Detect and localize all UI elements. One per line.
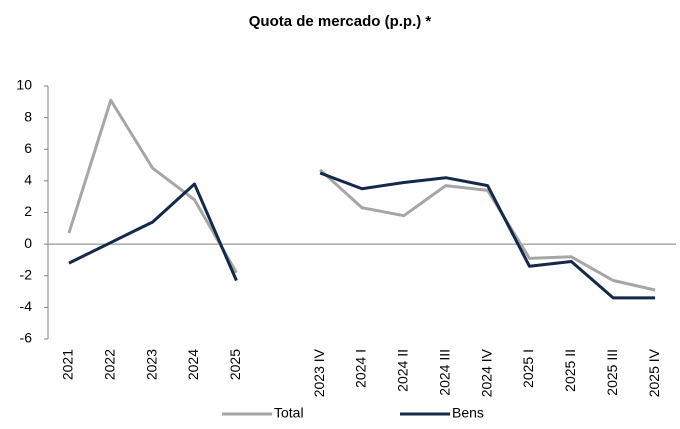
x-tick-label: 2025 III [604,349,620,396]
x-tick-label: 2025 I [520,349,536,388]
y-tick-label: -4 [20,298,33,314]
x-tick-label: 2023 [143,349,159,380]
x-tick-label: 2025 IV [646,348,662,397]
y-tick-label: 6 [24,140,32,156]
chart-title: Quota de mercado (p.p.) * [249,13,432,30]
legend-label: Bens [452,405,484,421]
line-series [67,98,656,292]
x-tick-label: 2022 [102,349,118,380]
y-tick-label: 10 [16,77,32,93]
y-tick-label: 4 [24,172,32,188]
y-tick-label: 0 [24,235,32,251]
x-tick-label: 2024 IV [478,348,494,397]
x-tick-label: 2024 III [436,349,452,396]
y-tick-label: 2 [24,203,32,219]
x-tick-label: 2025 [227,349,243,380]
x-tick-label: 2024 [185,349,201,380]
legend-label: Total [274,405,304,421]
y-tick-label: -2 [20,266,33,282]
y-tick-label: -6 [20,330,33,346]
x-tick-label: 2024 II [395,349,411,392]
x-tick-label: 2021 [60,349,76,380]
line-series [68,171,656,300]
x-tick-label: 2023 IV [311,348,327,397]
x-tick-label: 2024 I [353,349,369,388]
y-tick-label: 8 [24,108,32,124]
x-tick-label: 2025 II [562,349,578,392]
